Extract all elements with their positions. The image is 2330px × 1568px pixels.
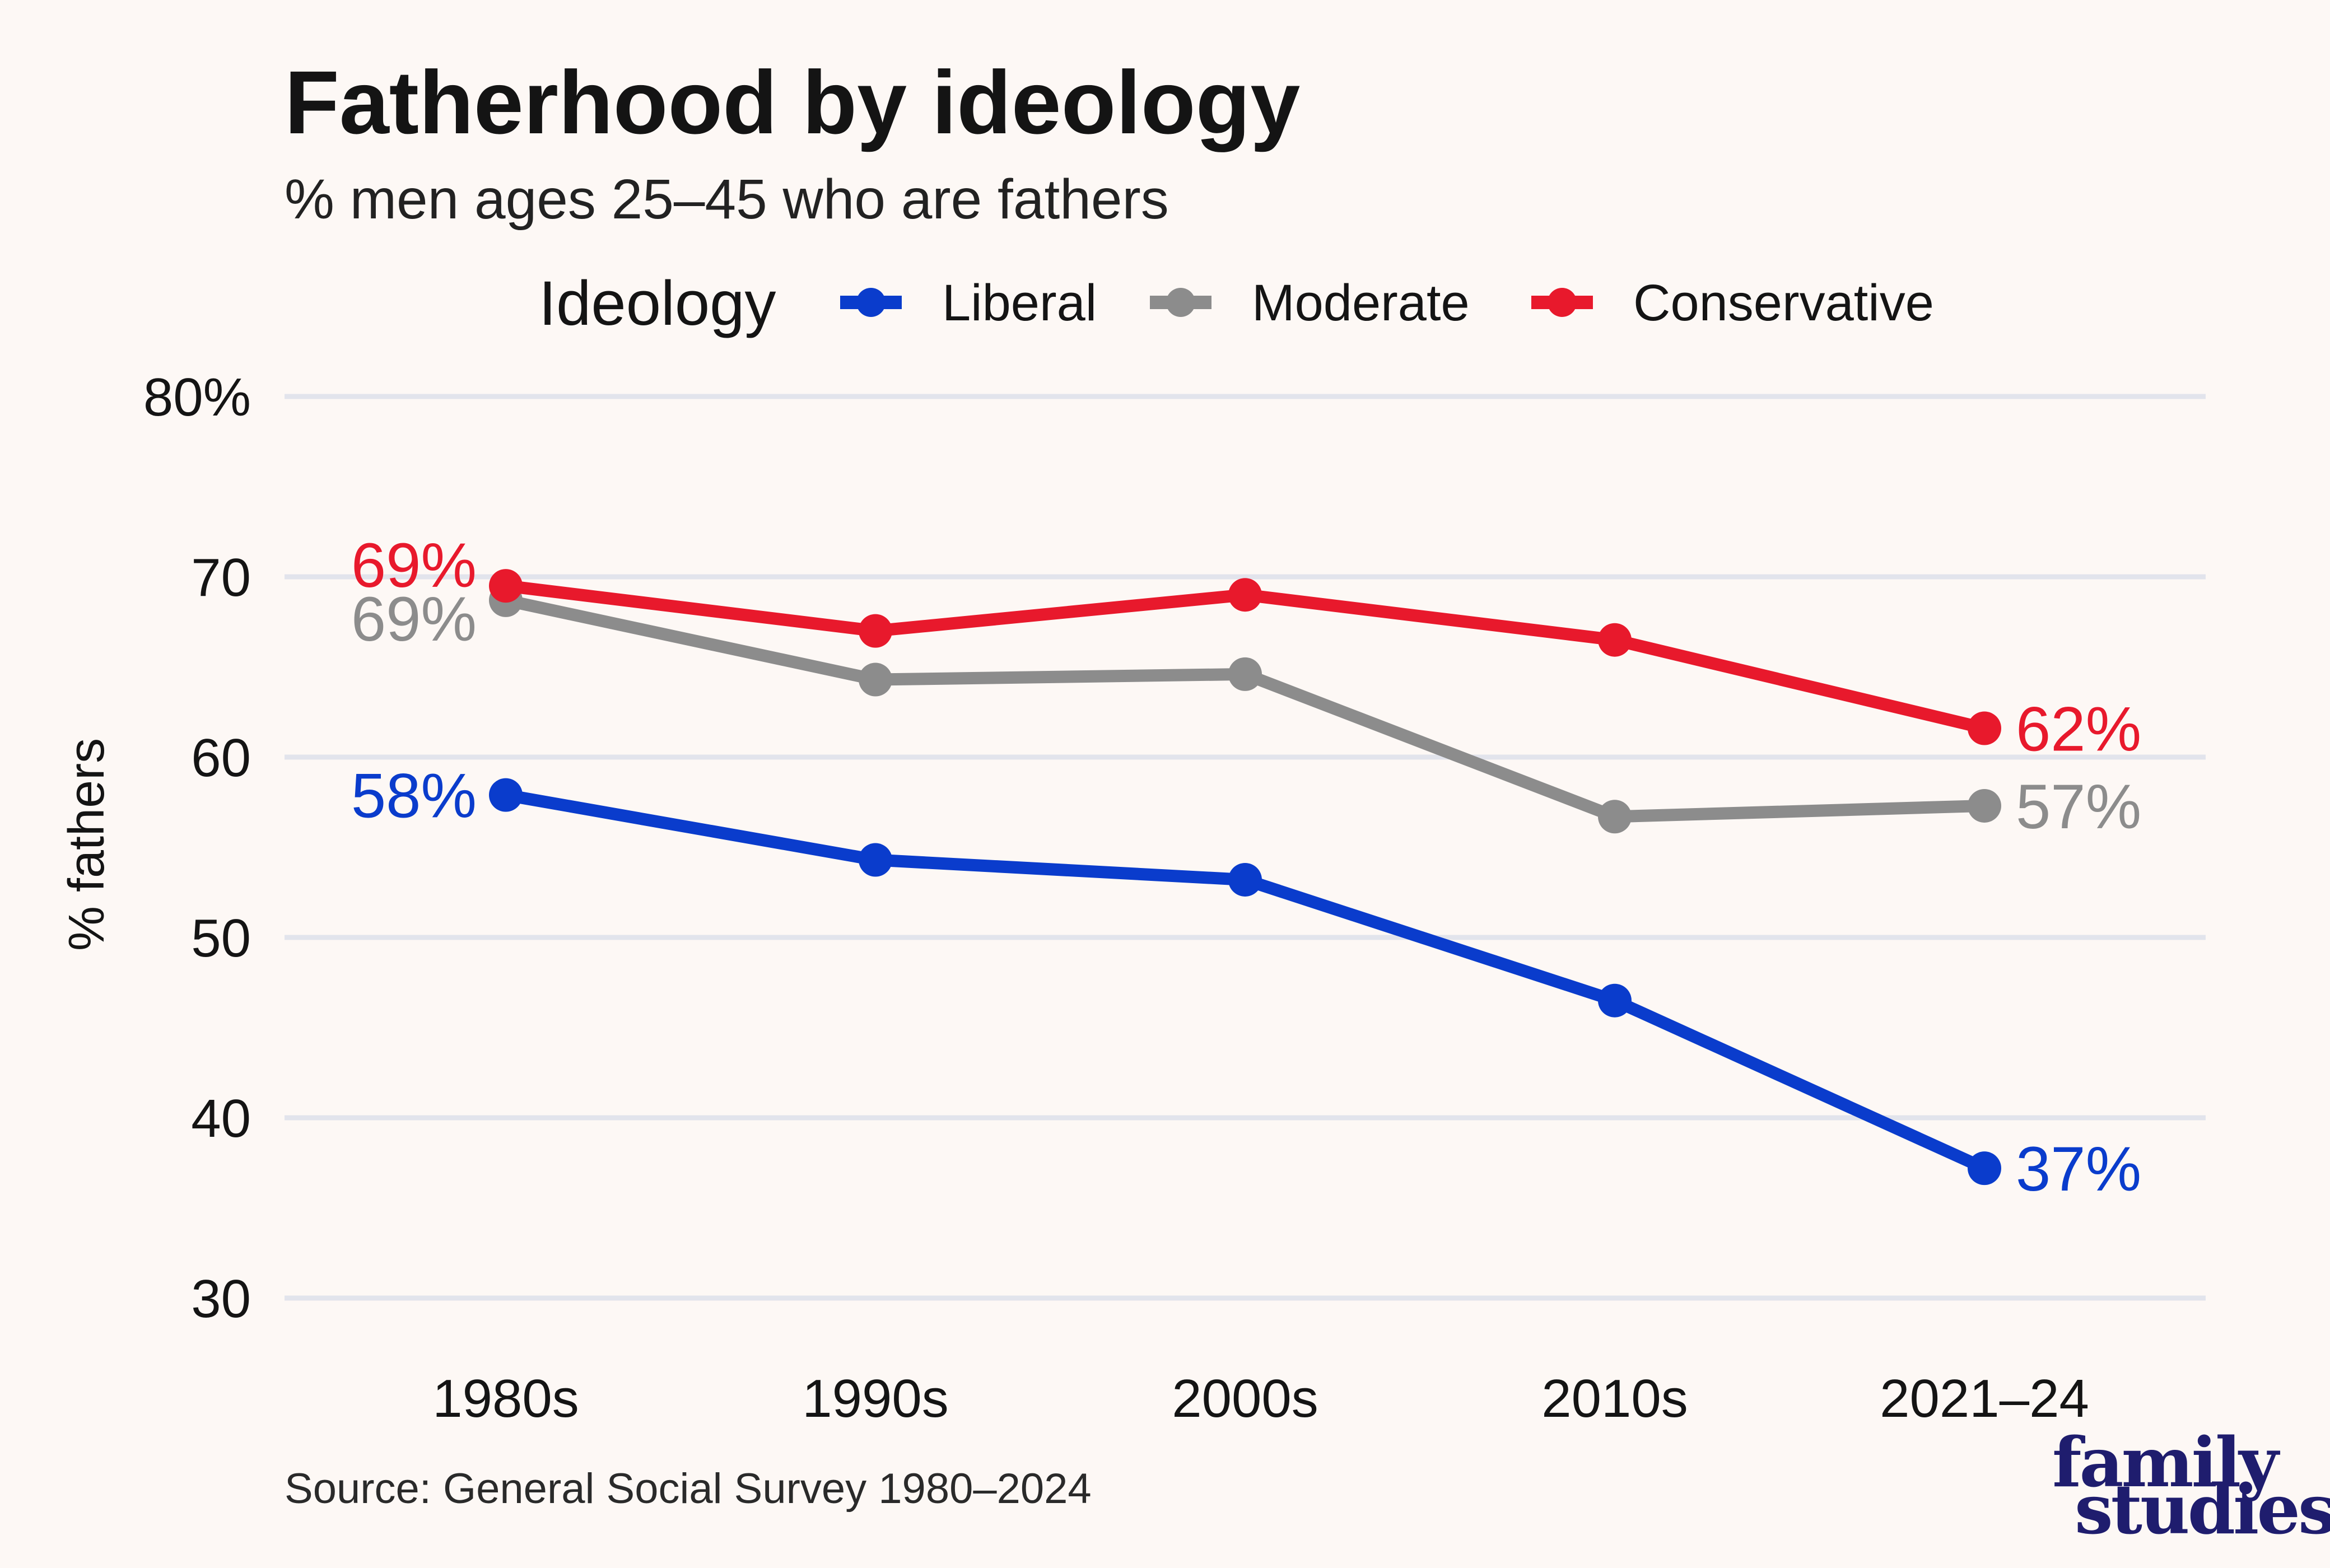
point-conservative-2010s — [1598, 623, 1632, 657]
x-tick-2010s: 2010s — [1541, 1369, 1688, 1429]
x-axis-ticks: 1980s 1990s 2000s 2010s 2021–24 — [432, 1369, 2089, 1429]
legend-swatch-dot-conservative — [1548, 288, 1577, 317]
point-liberal-1990s — [859, 843, 892, 877]
logo-line-1: family — [2052, 1422, 2280, 1502]
end-label-conservative: 62% — [2016, 694, 2141, 764]
point-moderate-1990s — [859, 662, 892, 697]
y-tick-60: 60 — [191, 728, 251, 788]
point-liberal-1980s — [489, 778, 523, 812]
series-line-liberal — [500, 788, 1991, 1175]
point-liberal-2010s — [1598, 983, 1632, 1018]
point-moderate-2021-24 — [1968, 788, 2001, 823]
y-tick-70: 70 — [191, 548, 251, 608]
y-tick-80: 80% — [143, 367, 251, 427]
x-tick-2021-24: 2021–24 — [1880, 1369, 2089, 1429]
x-tick-1980s: 1980s — [432, 1369, 579, 1429]
legend-title: Ideology — [539, 268, 776, 338]
point-conservative-1980s — [489, 569, 523, 603]
source-note: Source: General Social Survey 1980–2024 — [285, 1465, 1092, 1513]
chart-subtitle: % men ages 25–45 who are fathers — [285, 168, 1169, 231]
series-layer — [489, 569, 2001, 1186]
legend-swatch-dot-moderate — [1166, 288, 1195, 317]
legend: Ideology Liberal Moderate Conservative — [539, 268, 1934, 338]
data-labels: 58% 37% 69% 57% 69% 62% — [351, 530, 2141, 1204]
point-liberal-2000s — [1228, 862, 1262, 897]
y-tick-40: 40 — [191, 1089, 251, 1149]
gridlines — [285, 394, 2206, 1301]
x-tick-2000s: 2000s — [1172, 1369, 1318, 1429]
point-moderate-2010s — [1598, 800, 1632, 834]
end-label-moderate: 57% — [2016, 772, 2141, 842]
start-label-conservative: 69% — [351, 530, 477, 600]
series-line-moderate — [500, 594, 1991, 823]
logo-line-2: studies — [2075, 1469, 2330, 1550]
point-conservative-1990s — [859, 614, 892, 648]
legend-label-conservative: Conservative — [1633, 274, 1934, 332]
point-moderate-2000s — [1228, 657, 1262, 691]
point-liberal-2021-24 — [1968, 1151, 2001, 1186]
y-tick-50: 50 — [191, 908, 251, 968]
end-label-liberal: 37% — [2016, 1134, 2141, 1204]
start-label-liberal: 58% — [351, 761, 477, 831]
point-conservative-2000s — [1228, 578, 1262, 612]
family-studies-logo: family studies — [2052, 1422, 2330, 1550]
legend-label-moderate: Moderate — [1252, 274, 1470, 332]
legend-swatch-dot-liberal — [856, 288, 886, 317]
x-tick-1990s: 1990s — [802, 1369, 949, 1429]
y-tick-30: 30 — [191, 1269, 251, 1329]
y-axis-ticks: 80% 70 60 50 40 30 — [143, 367, 251, 1329]
start-label-moderate: 69% — [351, 584, 477, 654]
point-conservative-2021-24 — [1968, 711, 2001, 745]
legend-label-liberal: Liberal — [942, 274, 1097, 332]
y-axis-label: % fathers — [59, 738, 115, 951]
chart-title: Fatherhood by ideology — [285, 52, 1300, 152]
